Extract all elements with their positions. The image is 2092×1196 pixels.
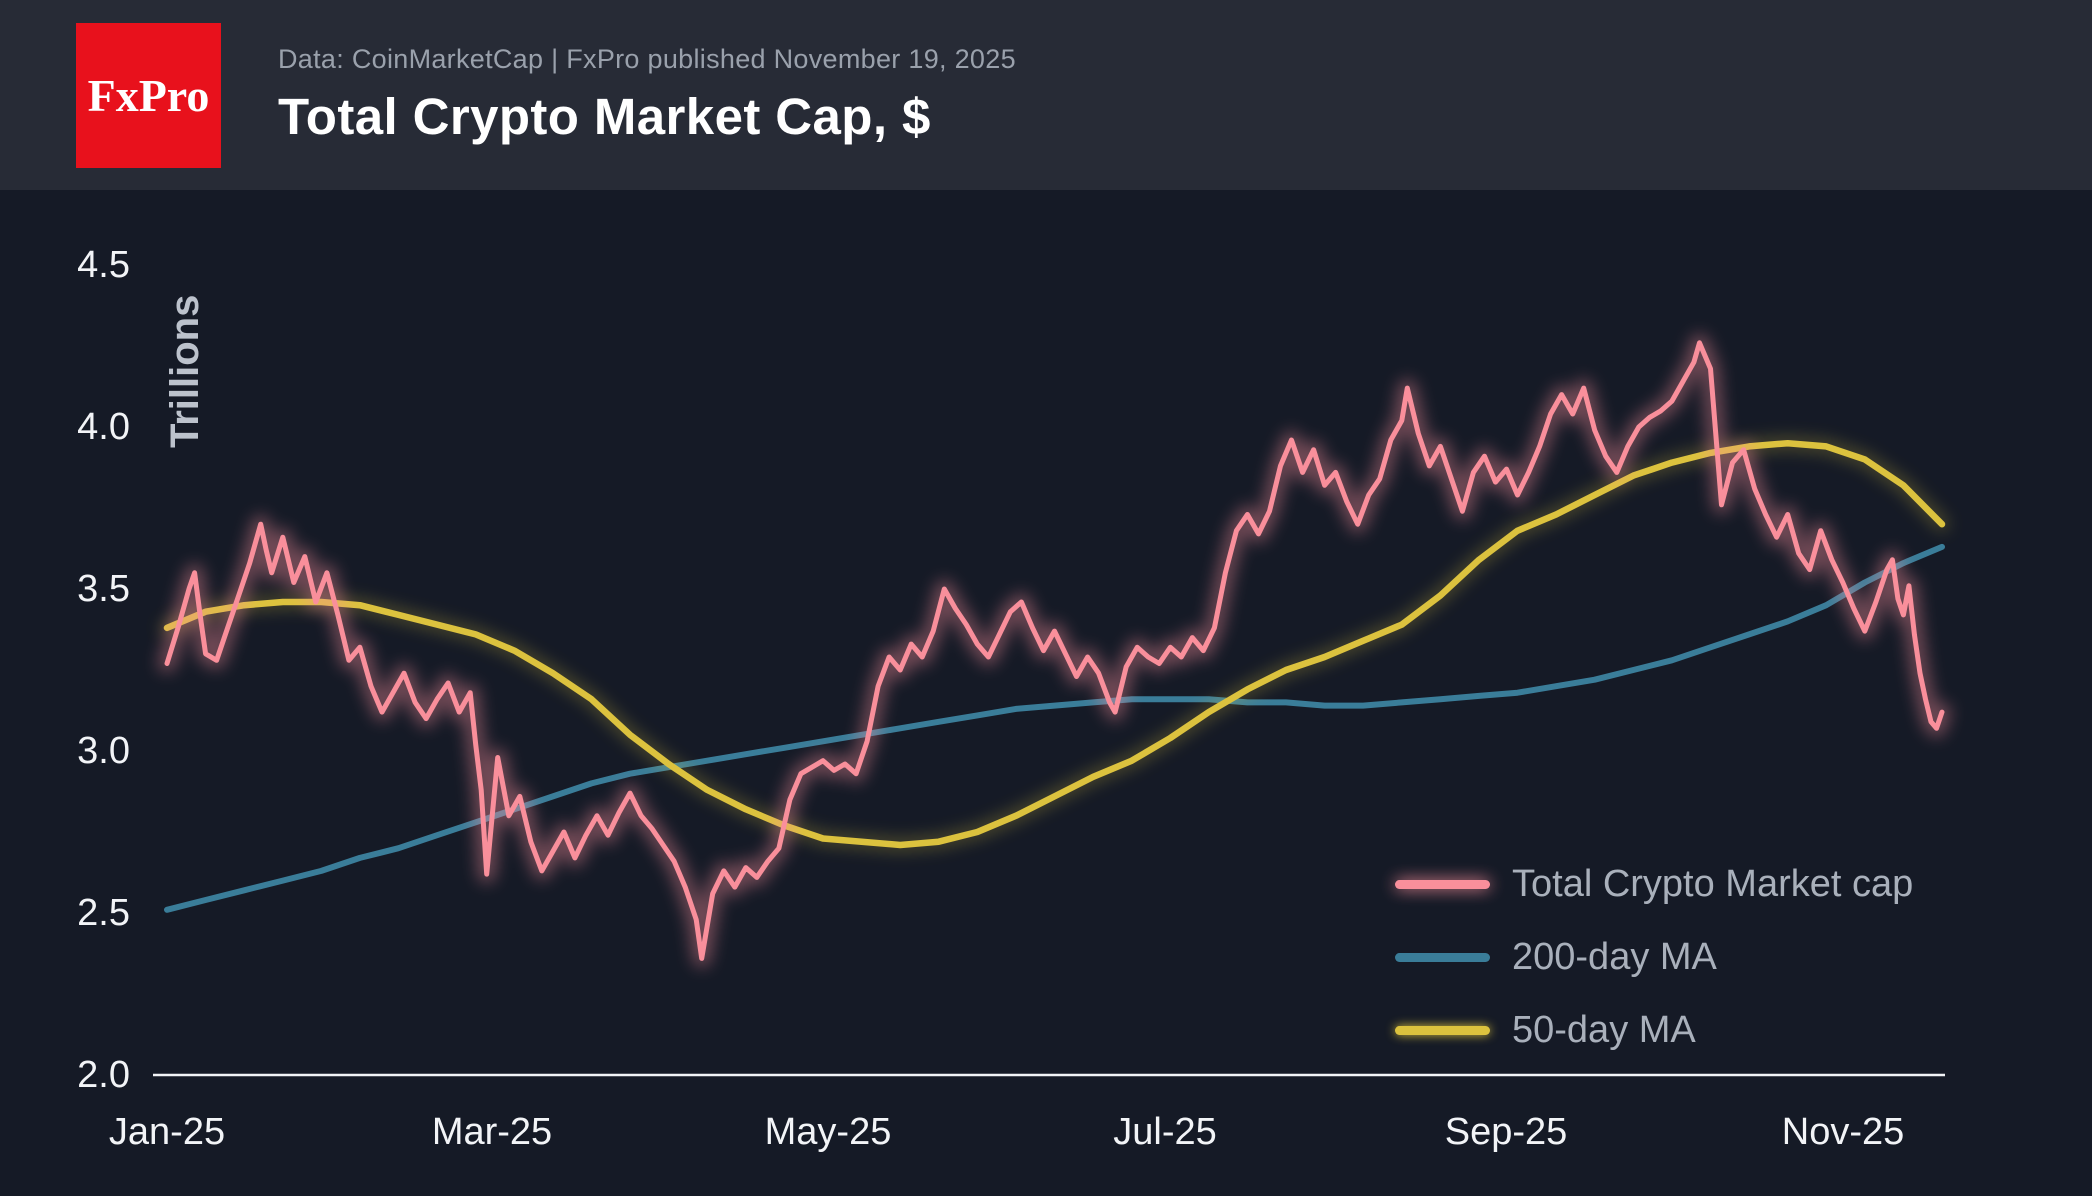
legend-swatch-50-day-ma — [1395, 1026, 1490, 1035]
y-tick-label: 2.5 — [77, 892, 130, 934]
fxpro-logo-text: FxPro — [87, 69, 210, 121]
y-tick-label: 3.0 — [77, 730, 130, 772]
legend-item: 200-day MA — [1395, 921, 1913, 994]
x-tick-label: Sep-25 — [1444, 1111, 1568, 1153]
legend-item: Total Crypto Market cap — [1395, 848, 1913, 921]
legend-swatch-total-crypto-market-cap — [1395, 880, 1490, 889]
x-tick-label: Jul-25 — [1113, 1111, 1217, 1153]
legend-item: 50-day MA — [1395, 994, 1913, 1067]
y-axis-title: Trillions — [163, 294, 207, 448]
legend: Total Crypto Market cap 200-day MA 50-da… — [1395, 848, 1913, 1067]
x-tick-label: Nov-25 — [1781, 1111, 1905, 1153]
series-line-total-crypto-market-cap — [164, 340, 1945, 961]
header-text-block: Data: CoinMarketCap | FxPro published No… — [278, 44, 1016, 146]
x-tick-label: Jan-25 — [108, 1111, 226, 1153]
chart-source-subtitle: Data: CoinMarketCap | FxPro published No… — [278, 44, 1016, 74]
series-line-200-day-ma — [164, 543, 1945, 913]
legend-label: Total Crypto Market cap — [1512, 863, 1914, 905]
x-tick-label: Mar-25 — [431, 1111, 553, 1153]
y-tick-label: 3.5 — [77, 568, 130, 610]
y-tick-label: 2.0 — [77, 1054, 130, 1096]
legend-swatch-200-day-ma — [1395, 953, 1490, 962]
chart-area: Trillions 4.5 4.0 3.5 3.0 2.5 2.0 Jan-25… — [0, 190, 2092, 1196]
legend-label: 200-day MA — [1512, 936, 1717, 978]
series-line-50-day-ma — [163, 439, 1946, 849]
chart-canvas — [153, 333, 1951, 1077]
chart-title: Total Crypto Market Cap, $ — [278, 88, 931, 145]
x-tick-label: May-25 — [764, 1111, 892, 1153]
header-bar: FxPro Data: CoinMarketCap | FxPro publis… — [0, 0, 2092, 190]
y-tick-label: 4.0 — [77, 406, 130, 448]
fxpro-logo: FxPro — [76, 22, 221, 168]
y-tick-label: 4.5 — [77, 244, 130, 286]
legend-label: 50-day MA — [1512, 1009, 1696, 1051]
series-layer — [158, 333, 1951, 968]
